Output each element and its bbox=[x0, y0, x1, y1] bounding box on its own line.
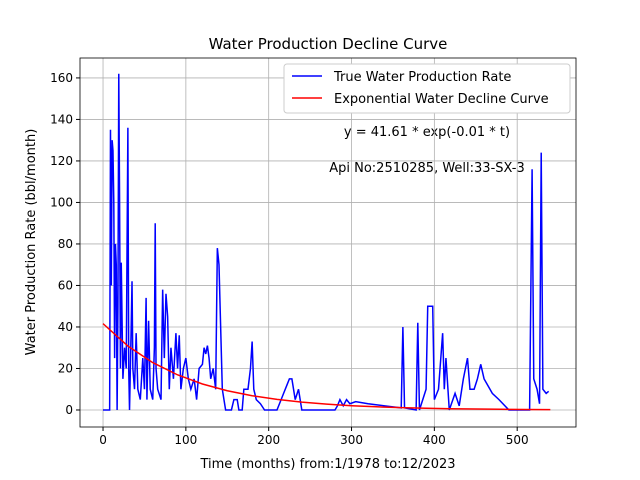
data-line bbox=[102, 323, 551, 411]
x-tick-label: 100 bbox=[174, 433, 197, 447]
y-tick-label: 80 bbox=[58, 237, 73, 251]
data-line bbox=[103, 73, 550, 411]
chart-title: Water Production Decline Curve bbox=[209, 35, 448, 53]
y-tick-label: 120 bbox=[50, 154, 73, 168]
x-tick-label: 300 bbox=[340, 433, 363, 447]
y-tick-label: 140 bbox=[50, 112, 73, 126]
legend-label: True Water Production Rate bbox=[333, 70, 511, 85]
y-tick-label: 60 bbox=[58, 278, 73, 292]
x-tick-label: 0 bbox=[99, 433, 107, 447]
annotation: Api No:2510285, Well:33-SX-3 bbox=[329, 161, 525, 176]
x-tick-label: 200 bbox=[257, 433, 280, 447]
x-tick-label: 400 bbox=[423, 433, 446, 447]
y-tick-label: 40 bbox=[58, 320, 73, 334]
y-tick-label: 160 bbox=[50, 71, 73, 85]
x-tick-label: 500 bbox=[506, 433, 529, 447]
legend-label: Exponential Water Decline Curve bbox=[334, 92, 549, 107]
legend-box bbox=[283, 63, 571, 114]
annotation: y = 41.61 * exp(-0.01 * t) bbox=[344, 125, 510, 140]
y-tick-label: 20 bbox=[58, 361, 73, 375]
y-tick-label: 0 bbox=[65, 403, 73, 417]
y-tick-label: 100 bbox=[50, 195, 73, 209]
plot-frame bbox=[79, 57, 577, 428]
y-axis-label: Water Production Rate (bbl/month) bbox=[24, 129, 39, 356]
x-axis-label: Time (months) from:1/1978 to:12/2023 bbox=[199, 457, 455, 472]
